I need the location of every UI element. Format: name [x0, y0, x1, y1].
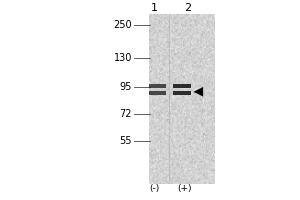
Polygon shape [194, 87, 203, 97]
Bar [172, 91, 190, 95]
Text: 2: 2 [184, 3, 191, 13]
Text: 95: 95 [120, 82, 132, 92]
Bar [148, 91, 166, 95]
Text: 55: 55 [119, 136, 132, 146]
Text: (+): (+) [177, 184, 192, 194]
Bar [148, 84, 166, 88]
Bar [172, 84, 190, 88]
Text: 250: 250 [113, 20, 132, 30]
Text: (-): (-) [149, 184, 160, 194]
Text: 130: 130 [114, 53, 132, 63]
Text: 72: 72 [119, 109, 132, 119]
Text: 1: 1 [151, 3, 158, 13]
